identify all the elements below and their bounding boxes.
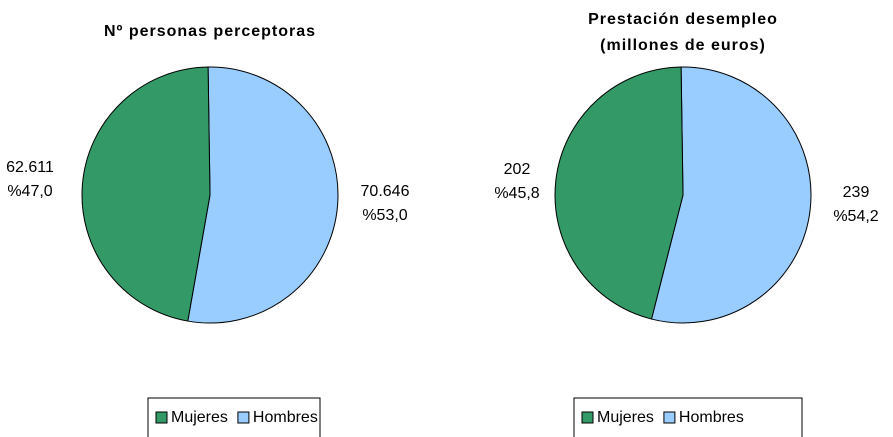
legend-box	[147, 397, 321, 437]
percentage-label: %45,8	[494, 185, 539, 202]
pie-slice	[650, 66, 812, 324]
pie-slice	[187, 66, 339, 324]
legend-label: Hombres	[679, 409, 744, 426]
value-label: 202	[504, 161, 531, 178]
legend-swatch	[581, 411, 594, 424]
percentage-label: %53,0	[362, 207, 407, 224]
chart-title: Nº personas perceptoras	[104, 23, 316, 40]
legend-swatch	[663, 411, 676, 424]
legend-label: Mujeres	[171, 409, 228, 426]
legend-label: Mujeres	[597, 409, 654, 426]
legend-swatch	[237, 411, 250, 424]
value-label: 70.646	[361, 183, 410, 200]
legend-label: Hombres	[253, 409, 318, 426]
legend-swatch	[155, 411, 168, 424]
percentage-label: %54,2	[833, 208, 878, 225]
percentage-label: %47,0	[7, 183, 52, 200]
value-label: 239	[843, 184, 870, 201]
legend-box	[573, 397, 803, 437]
pie-slice	[554, 66, 684, 320]
pie-slice	[81, 66, 211, 322]
chart-title: Prestación desempleo	[588, 11, 778, 28]
chart-subtitle: (millones de euros)	[600, 37, 766, 54]
value-label: 62.611	[6, 159, 54, 176]
